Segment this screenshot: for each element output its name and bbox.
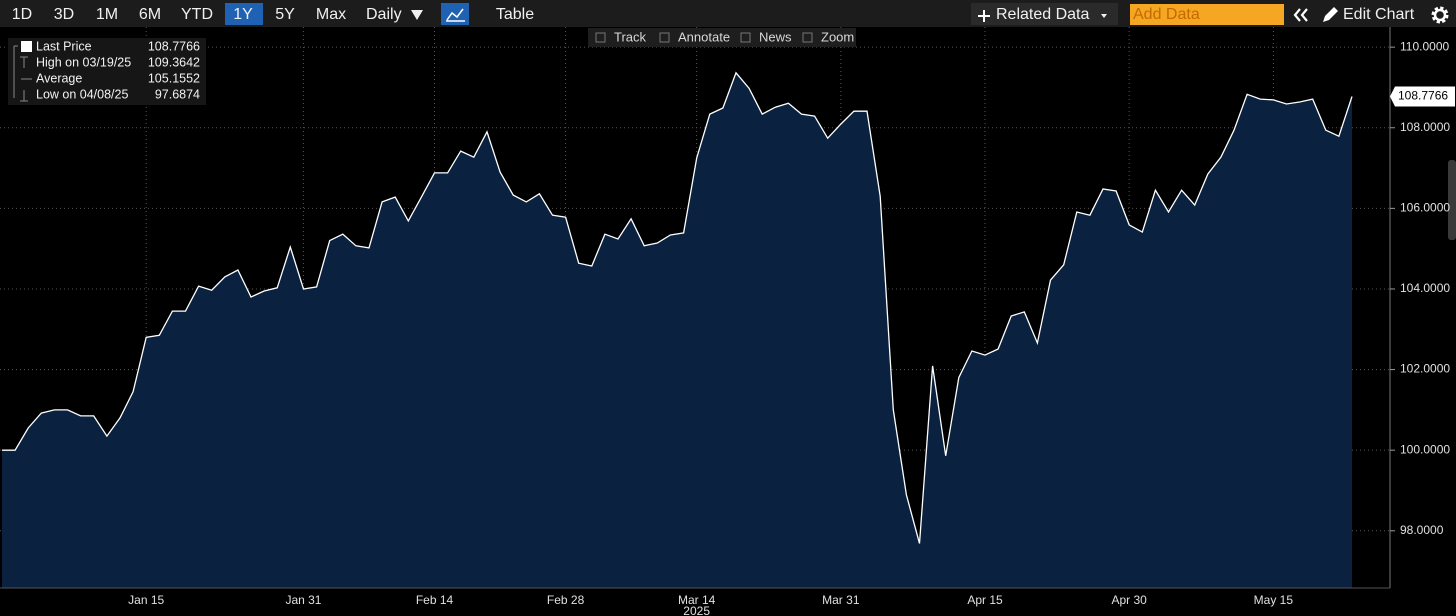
legend-label: Low on 04/08/25: [36, 87, 128, 101]
legend-value: 109.3642: [148, 55, 200, 69]
legend-box: [8, 38, 206, 105]
range-button[interactable]: YTD: [181, 6, 213, 23]
legend-label: Average: [36, 71, 82, 85]
legend-value: 97.6874: [155, 87, 200, 101]
x-tick-label: Jan 15: [128, 593, 164, 607]
area: [2, 72, 1352, 589]
x-tick-label: May 15: [1254, 593, 1294, 607]
plus-icon: [978, 10, 990, 22]
y-tick-label: 104.0000: [1400, 281, 1450, 295]
y-tick-label: 102.0000: [1400, 362, 1450, 376]
chart-tool[interactable]: News: [759, 29, 792, 44]
price-line: [2, 71, 1353, 544]
settings-icon[interactable]: [1431, 6, 1449, 24]
x-tick-label: Apr 30: [1112, 593, 1148, 607]
x-tick-label: Mar 31: [822, 593, 860, 607]
range-button[interactable]: Max: [316, 6, 346, 23]
related-data-button[interactable]: Related Data: [996, 6, 1089, 23]
pencil-icon: [1323, 7, 1338, 22]
tool-icon: [740, 32, 751, 43]
y-tick-label: 98.0000: [1400, 523, 1444, 537]
range-buttons: 1D 3D 1M 6M YTD 1Y 5Y Max: [12, 3, 346, 25]
chart-tool[interactable]: Annotate: [678, 29, 730, 44]
last-price-label: 108.7766: [1398, 89, 1448, 103]
y-tick-label: 106.0000: [1400, 201, 1450, 215]
dropdown-arrow: [1101, 14, 1107, 18]
legend-value: 105.1552: [148, 71, 200, 85]
x-tick-label: Feb 14: [416, 593, 454, 607]
x-tick-label: Jan 31: [285, 593, 321, 607]
range-button[interactable]: 3D: [54, 6, 74, 23]
legend-label: Last Price: [36, 39, 92, 53]
range-button[interactable]: 1Y: [233, 6, 253, 23]
plot: [0, 27, 1390, 589]
gear-ring: [1433, 8, 1447, 22]
add-data-placeholder: Add Data: [1133, 6, 1200, 23]
range-button[interactable]: 6M: [139, 6, 161, 23]
y-tick-label: 108.0000: [1400, 120, 1450, 134]
tool-icon: [802, 32, 813, 43]
chart-icon: [446, 8, 465, 22]
x-tick-label: Mar 14: [678, 593, 716, 607]
interval-dropdown[interactable]: Daily: [366, 6, 402, 23]
y-tick-label: 100.0000: [1400, 442, 1450, 456]
chart-tools-bg: [588, 28, 856, 47]
legend-tree: [13, 45, 32, 102]
legend-value: 108.7766: [148, 39, 200, 53]
tool-icon: [595, 32, 606, 43]
gear: [1431, 6, 1449, 24]
tool-icon: [659, 32, 670, 43]
x-tick-label: Apr 15: [967, 593, 1003, 607]
add-data-input[interactable]: [1130, 4, 1284, 25]
range-button[interactable]: 1M: [96, 6, 118, 23]
chart-tool[interactable]: Track: [614, 29, 647, 44]
y-tick-label: 110.0000: [1400, 39, 1449, 53]
dropdown-arrow: [411, 10, 423, 20]
legend: Last Price 108.7766 High on 03/19/25 109.36…: [36, 39, 200, 101]
table-button[interactable]: Table: [496, 6, 534, 23]
x-axis-year: 2025: [683, 604, 710, 616]
last-price-tag: [1390, 86, 1455, 107]
legend-label: High on 03/19/25: [36, 55, 131, 69]
edit-chart-button[interactable]: Edit Chart: [1343, 6, 1415, 23]
legend-swatch: [21, 41, 32, 52]
x-tick-label: Feb 28: [547, 593, 585, 607]
related-data-bg: [971, 3, 1118, 25]
range-button[interactable]: 5Y: [275, 6, 295, 23]
scroll-handle[interactable]: [1448, 160, 1456, 240]
active-range-bg: [225, 3, 263, 25]
chart-tool[interactable]: Zoom: [821, 29, 854, 44]
collapse-icon[interactable]: [1293, 8, 1308, 22]
range-button[interactable]: 1D: [12, 6, 32, 23]
chart-tools: Track Annotate News Zoom: [595, 29, 854, 44]
